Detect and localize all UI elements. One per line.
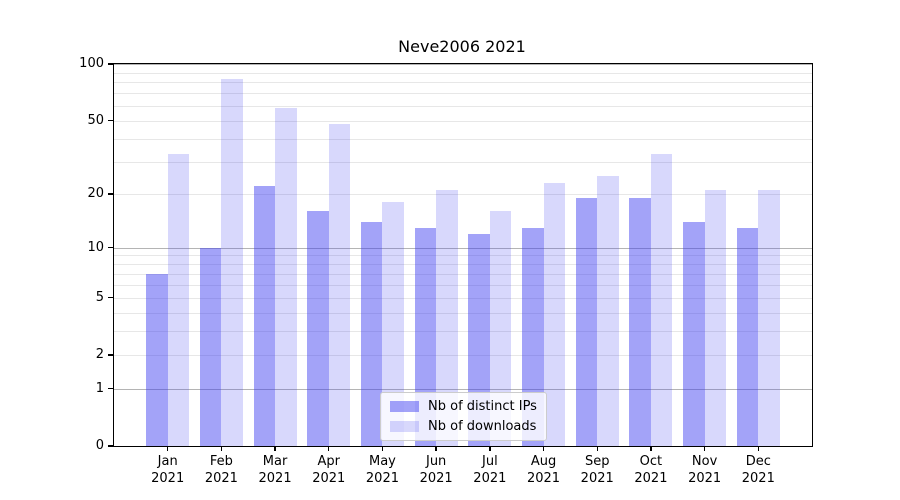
gridline-minor-60: [114, 105, 812, 107]
x-tick-label-oct-2021: Oct 2021: [634, 454, 668, 486]
y-tick-label-100: 100: [79, 56, 104, 71]
x-tick-may-2021: [381, 446, 384, 451]
y-tick-5: [107, 296, 113, 299]
chart-title: Neve2006 2021: [398, 37, 526, 56]
x-tick-label-aug-2021: Aug 2021: [526, 454, 561, 486]
x-tick-oct-2021: [650, 446, 652, 451]
y-tick-label-1: 1: [95, 380, 104, 396]
bar-nb-of-downloads-apr-2021: [328, 123, 351, 446]
bar-nb-of-downloads-aug-2021: [543, 182, 566, 446]
y-tick-2: [107, 354, 113, 356]
y-tick-label-20: 20: [87, 186, 104, 201]
bar-nb-of-downloads-jul-2021: [489, 211, 512, 446]
gridline-minor-20: [114, 194, 812, 195]
x-tick-label-may-2021: May 2021: [365, 454, 399, 486]
x-tick-label-feb-2021: Feb 2021: [204, 454, 238, 486]
gridline-minor-3: [114, 331, 812, 333]
bar-nb-of-downloads-jun-2021: [436, 190, 458, 446]
x-tick-dec-2021: [757, 446, 759, 451]
x-tick-label-sep-2021: Sep 2021: [580, 454, 614, 486]
y-tick-label-50: 50: [87, 112, 104, 128]
bar-nb-of-distinct-ips-sep-2021: [575, 198, 598, 446]
plot-area: Nb of distinct IPs Nb of downloads 0 1 2 5 1…: [79, 56, 813, 486]
legend-item-distinct-ips: Nb of distinct IPs: [390, 399, 537, 414]
gridline-minor-4: [114, 312, 812, 314]
legend-item-downloads: Nb of downloads: [390, 419, 537, 434]
gridline-minor-5: [114, 297, 812, 299]
gridline-major-100: [114, 64, 812, 65]
gridline-minor-7: [114, 273, 812, 275]
x-tick-mar-2021: [274, 446, 276, 451]
bar-nb-of-downloads-sep-2021: [597, 176, 619, 446]
gridline-minor-8: [114, 264, 812, 266]
x-tick-sep-2021: [596, 446, 598, 451]
x-tick-label-nov-2021: Nov 2021: [688, 454, 722, 486]
x-tick-label-mar-2021: Mar 2021: [258, 454, 292, 486]
x-tick-label-dec-2021: Dec 2021: [741, 454, 775, 486]
bar-nb-of-downloads-dec-2021: [758, 190, 780, 446]
y-tick-20: [107, 193, 113, 195]
legend-label-distinct-ips: Nb of distinct IPs: [428, 399, 537, 414]
x-tick-nov-2021: [703, 446, 706, 451]
gridline-minor-90: [114, 72, 812, 74]
legend-swatch-distinct-ips-icon: [390, 401, 419, 412]
bar-nb-of-downloads-mar-2021: [275, 108, 297, 446]
y-tick-1: [107, 387, 113, 390]
gridline-minor-70: [114, 93, 812, 95]
y-tick-50: [107, 119, 113, 122]
x-tick-jan-2021: [166, 446, 169, 451]
bar-nb-of-distinct-ips-jun-2021: [414, 227, 437, 446]
bar-nb-of-distinct-ips-oct-2021: [629, 198, 651, 446]
y-tick-label-0: 0: [95, 438, 104, 453]
y-tick-100: [107, 63, 113, 65]
gridline-minor-6: [114, 284, 812, 286]
x-tick-apr-2021: [328, 446, 330, 451]
bar-nb-of-downloads-feb-2021: [221, 79, 243, 446]
x-tick-label-jun-2021: Jun 2021: [419, 454, 453, 486]
bar-nb-of-distinct-ips-feb-2021: [199, 247, 222, 446]
gridline-major-1: [114, 388, 812, 390]
legend-label-downloads: Nb of downloads: [428, 419, 537, 434]
bar-nb-of-downloads-oct-2021: [650, 154, 673, 446]
bar-nb-of-downloads-jan-2021: [167, 154, 190, 446]
gridline-minor-2: [114, 355, 812, 357]
bar-nb-of-distinct-ips-nov-2021: [683, 221, 705, 446]
gridline-minor-50: [114, 120, 812, 122]
gridline-minor-30: [114, 161, 812, 163]
x-tick-jun-2021: [435, 446, 437, 451]
bar-nb-of-distinct-ips-aug-2021: [522, 227, 544, 446]
gridline-minor-40: [114, 138, 812, 140]
y-tick-0: [107, 445, 113, 447]
x-tick-aug-2021: [542, 446, 545, 451]
bar-nb-of-distinct-ips-jan-2021: [146, 273, 168, 446]
bar-nb-of-distinct-ips-may-2021: [360, 221, 383, 446]
x-tick-label-jul-2021: Jul 2021: [473, 454, 507, 486]
legend: Nb of distinct IPs Nb of downloads: [380, 392, 547, 441]
gridline-minor-9: [114, 255, 812, 257]
x-tick-feb-2021: [220, 446, 223, 451]
x-tick-label-apr-2021: Apr 2021: [312, 454, 346, 486]
x-tick-jul-2021: [489, 446, 491, 451]
bar-nb-of-downloads-may-2021: [382, 202, 404, 446]
bar-nb-of-distinct-ips-apr-2021: [307, 211, 329, 446]
y-tick-label-2: 2: [95, 347, 104, 363]
bar-nb-of-downloads-nov-2021: [704, 190, 727, 446]
y-tick-label-10: 10: [87, 239, 104, 255]
y-tick-label-5: 5: [95, 289, 104, 305]
legend-swatch-downloads-icon: [390, 421, 419, 432]
y-tick-10: [107, 246, 113, 249]
bar-nb-of-distinct-ips-dec-2021: [736, 227, 759, 446]
gridline-minor-80: [114, 82, 812, 84]
x-tick-label-jan-2021: Jan 2021: [151, 454, 185, 486]
bar-nb-of-distinct-ips-mar-2021: [253, 186, 276, 446]
gridline-major-10: [114, 247, 812, 249]
